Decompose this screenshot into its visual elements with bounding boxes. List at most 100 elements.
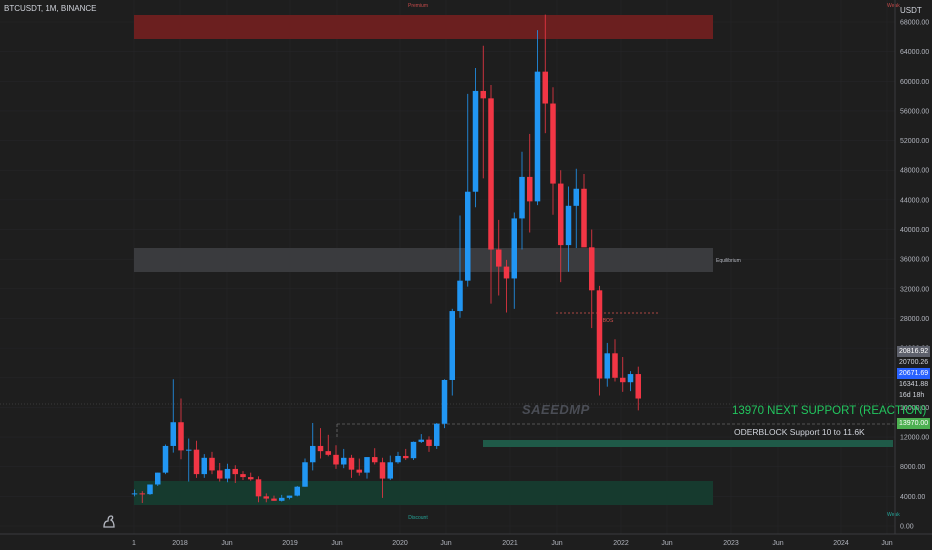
candle-body-up[interactable] <box>573 188 580 206</box>
y-tick-label: 48000.00 <box>900 168 929 175</box>
candle-body-up[interactable] <box>155 472 161 485</box>
candle-body-down[interactable] <box>620 377 626 383</box>
x-tick-label: 2024 <box>833 540 849 547</box>
candle-body-down[interactable] <box>217 470 223 479</box>
y-tick-label: 52000.00 <box>900 138 929 145</box>
candle-body-down[interactable] <box>255 479 262 497</box>
y-tick-label: 56000.00 <box>900 108 929 115</box>
candle-body-down[interactable] <box>209 457 215 471</box>
premium-label: Premium <box>408 3 428 9</box>
discount-label: Discount <box>408 515 428 521</box>
candle-body-up[interactable] <box>511 218 518 279</box>
equilibrium-label: Equilibrium <box>716 258 741 264</box>
candle-body-down[interactable] <box>596 290 603 379</box>
candle-body-up[interactable] <box>410 441 417 459</box>
candle-body-up[interactable] <box>364 457 370 473</box>
candle-body-down[interactable] <box>178 422 184 451</box>
candle-body-up[interactable] <box>604 353 611 379</box>
candle-body-up[interactable] <box>565 205 572 246</box>
candle-body-down[interactable] <box>503 266 510 279</box>
candle-body-up[interactable] <box>465 191 471 281</box>
candle-body-up[interactable] <box>170 422 177 446</box>
x-tick-label: 2019 <box>282 540 298 547</box>
x-tick-label: Jun <box>440 540 451 547</box>
candle-body-up[interactable] <box>434 423 440 446</box>
candle-body-down[interactable] <box>348 457 355 470</box>
price-tag-3: 20671.69 <box>897 368 930 379</box>
candle-body-up[interactable] <box>162 445 169 473</box>
candle-body-down[interactable] <box>372 457 378 463</box>
candle-body-up[interactable] <box>441 379 448 424</box>
candle-body-down[interactable] <box>263 496 270 499</box>
y-tick-label: 40000.00 <box>900 227 929 234</box>
candle-body-down[interactable] <box>542 71 549 104</box>
candle-body-up[interactable] <box>449 311 456 380</box>
candles-group <box>131 14 642 504</box>
candle-body-up[interactable] <box>302 462 308 487</box>
candle-body-down[interactable] <box>240 474 246 478</box>
price-tag-4: 16341.88 <box>897 379 930 390</box>
x-tick-label: 2022 <box>613 540 629 547</box>
x-tick-label: Jun <box>551 540 562 547</box>
candle-body-down[interactable] <box>379 462 386 479</box>
candle-body-up[interactable] <box>186 449 192 451</box>
candle-body-down[interactable] <box>271 498 277 501</box>
candle-body-up[interactable] <box>457 280 463 312</box>
candle-body-down[interactable] <box>480 90 487 99</box>
premium-zone <box>134 15 713 39</box>
candle-body-up[interactable] <box>131 493 138 495</box>
x-tick-label: Jun <box>772 540 783 547</box>
candle-body-up[interactable] <box>395 455 401 463</box>
candle-body-up[interactable] <box>279 497 285 501</box>
x-tick-label: 2020 <box>392 540 408 547</box>
candle-body-up[interactable] <box>472 90 479 192</box>
candle-body-down[interactable] <box>426 439 432 446</box>
candle-body-down[interactable] <box>193 449 200 475</box>
y-tick-label: 8000.00 <box>900 464 925 471</box>
price-tag-2: 20700.26 <box>897 357 930 368</box>
candle-body-down[interactable] <box>139 493 146 495</box>
weak-high-label: Weak <box>887 3 900 9</box>
candle-body-down[interactable] <box>581 188 587 248</box>
candle-body-down[interactable] <box>488 98 494 250</box>
candle-body-up[interactable] <box>387 462 394 479</box>
candle-body-up[interactable] <box>341 457 347 465</box>
candle-body-down[interactable] <box>527 176 533 202</box>
candle-body-up[interactable] <box>201 457 208 475</box>
author-watermark: SAEEDMP <box>522 402 590 417</box>
symbol-title[interactable]: BTCUSDT, 1M, BINANCE <box>4 4 97 13</box>
candle-body-up[interactable] <box>147 484 153 495</box>
candle-body-down[interactable] <box>550 103 556 184</box>
weak-low-label: Weak <box>887 512 900 518</box>
tradingview-logo-icon[interactable] <box>101 513 117 529</box>
candle-body-down[interactable] <box>232 468 239 475</box>
x-tick-label: 1 <box>132 540 136 547</box>
candle-body-down[interactable] <box>325 451 332 455</box>
countdown-tag: 16d 18h <box>897 390 930 401</box>
candle-body-up[interactable] <box>310 445 316 463</box>
candle-body-down[interactable] <box>612 353 618 378</box>
candle-body-up[interactable] <box>294 486 301 496</box>
candle-body-up[interactable] <box>418 439 425 442</box>
candle-body-up[interactable] <box>627 374 634 383</box>
candle-body-down[interactable] <box>589 247 595 291</box>
y-tick-label: 12000.00 <box>900 435 929 442</box>
candle-body-down[interactable] <box>317 445 324 452</box>
candle-body-up[interactable] <box>224 468 231 479</box>
candle-body-down[interactable] <box>635 374 642 399</box>
candle-body-down[interactable] <box>248 477 254 480</box>
candle-body-down[interactable] <box>496 249 502 267</box>
x-tick-label: 2023 <box>723 540 739 547</box>
candle-body-down[interactable] <box>558 183 564 246</box>
candle-body-up[interactable] <box>519 176 525 219</box>
candle-body-up[interactable] <box>534 71 541 202</box>
x-axis-ticks: 1 2018 Jun 2019 Jun 2020 Jun 2021 Jun 2022 Jun 2023… <box>132 540 893 547</box>
candle-body-down[interactable] <box>403 455 409 459</box>
candle-body-down[interactable] <box>333 454 339 465</box>
y-tick-label: 0.00 <box>900 524 914 531</box>
y-tick-label: 64000.00 <box>900 49 929 56</box>
y-axis-ticks: 68000.00 64000.00 60000.00 56000.00 52000.00… <box>900 20 929 531</box>
candle-body-up[interactable] <box>286 495 293 498</box>
candle-body-down[interactable] <box>356 469 363 473</box>
